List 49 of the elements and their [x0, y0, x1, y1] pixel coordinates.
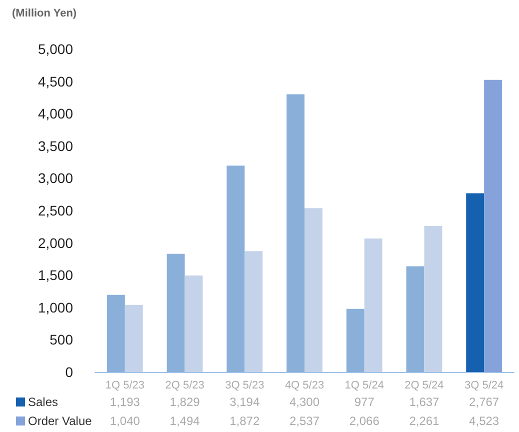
bar: [244, 251, 263, 372]
x-tick-label: 4Q 5/23: [284, 380, 324, 392]
data-label: 2,261: [409, 414, 440, 428]
data-label: 1,637: [409, 395, 440, 409]
y-tick-label: 500: [50, 332, 74, 348]
y-tick-label: 4,500: [38, 73, 74, 90]
bar: [226, 166, 245, 372]
bar: [166, 254, 185, 372]
bar: [406, 266, 424, 372]
legend-label: Sales: [28, 395, 58, 409]
bar: [106, 294, 125, 372]
data-label: 977: [354, 395, 375, 409]
bar: [364, 238, 382, 372]
x-tick-label: 1Q 5/24: [344, 380, 384, 392]
y-tick-label: 4,000: [38, 106, 74, 122]
data-label: 4,523: [469, 414, 500, 428]
data-label: 1,040: [110, 414, 140, 428]
y-tick-label: 2,500: [38, 202, 74, 218]
x-tick-label: 2Q 5/24: [404, 380, 444, 392]
y-tick-label: 0: [65, 364, 74, 380]
bar: [484, 80, 502, 372]
x-tick-label: 2Q 5/23: [165, 380, 204, 392]
x-tick-label: 3Q 5/23: [225, 380, 264, 392]
bar: [346, 308, 364, 372]
y-tick-label: 5,000: [38, 41, 74, 57]
x-tick-label: 1Q 5/23: [105, 380, 144, 392]
bar: [184, 275, 203, 372]
data-label: 2,066: [349, 414, 380, 428]
y-tick-label: 2,000: [38, 234, 74, 251]
data-label: 1,494: [170, 414, 200, 428]
bar: [466, 193, 484, 372]
data-label: 2,537: [289, 414, 320, 428]
data-label: 4,300: [289, 395, 320, 409]
data-label: 1,872: [230, 414, 260, 428]
y-tick-label: 3,000: [38, 170, 74, 186]
bar: [304, 208, 322, 372]
bar: [424, 226, 442, 372]
data-label: 3,194: [230, 395, 260, 409]
x-tick-label: 3Q 5/24: [464, 380, 504, 392]
data-label: 1,193: [110, 395, 140, 409]
data-label: 1,829: [170, 395, 200, 409]
bar: [124, 304, 143, 372]
legend-label: Order Value: [28, 414, 92, 428]
y-axis-title: (Million Yen): [12, 8, 77, 20]
bar: [286, 94, 304, 372]
data-label: 2,767: [469, 395, 500, 409]
y-tick-label: 1,000: [38, 299, 74, 316]
y-tick-label: 1,500: [38, 267, 74, 284]
y-tick-label: 3,500: [38, 138, 74, 154]
